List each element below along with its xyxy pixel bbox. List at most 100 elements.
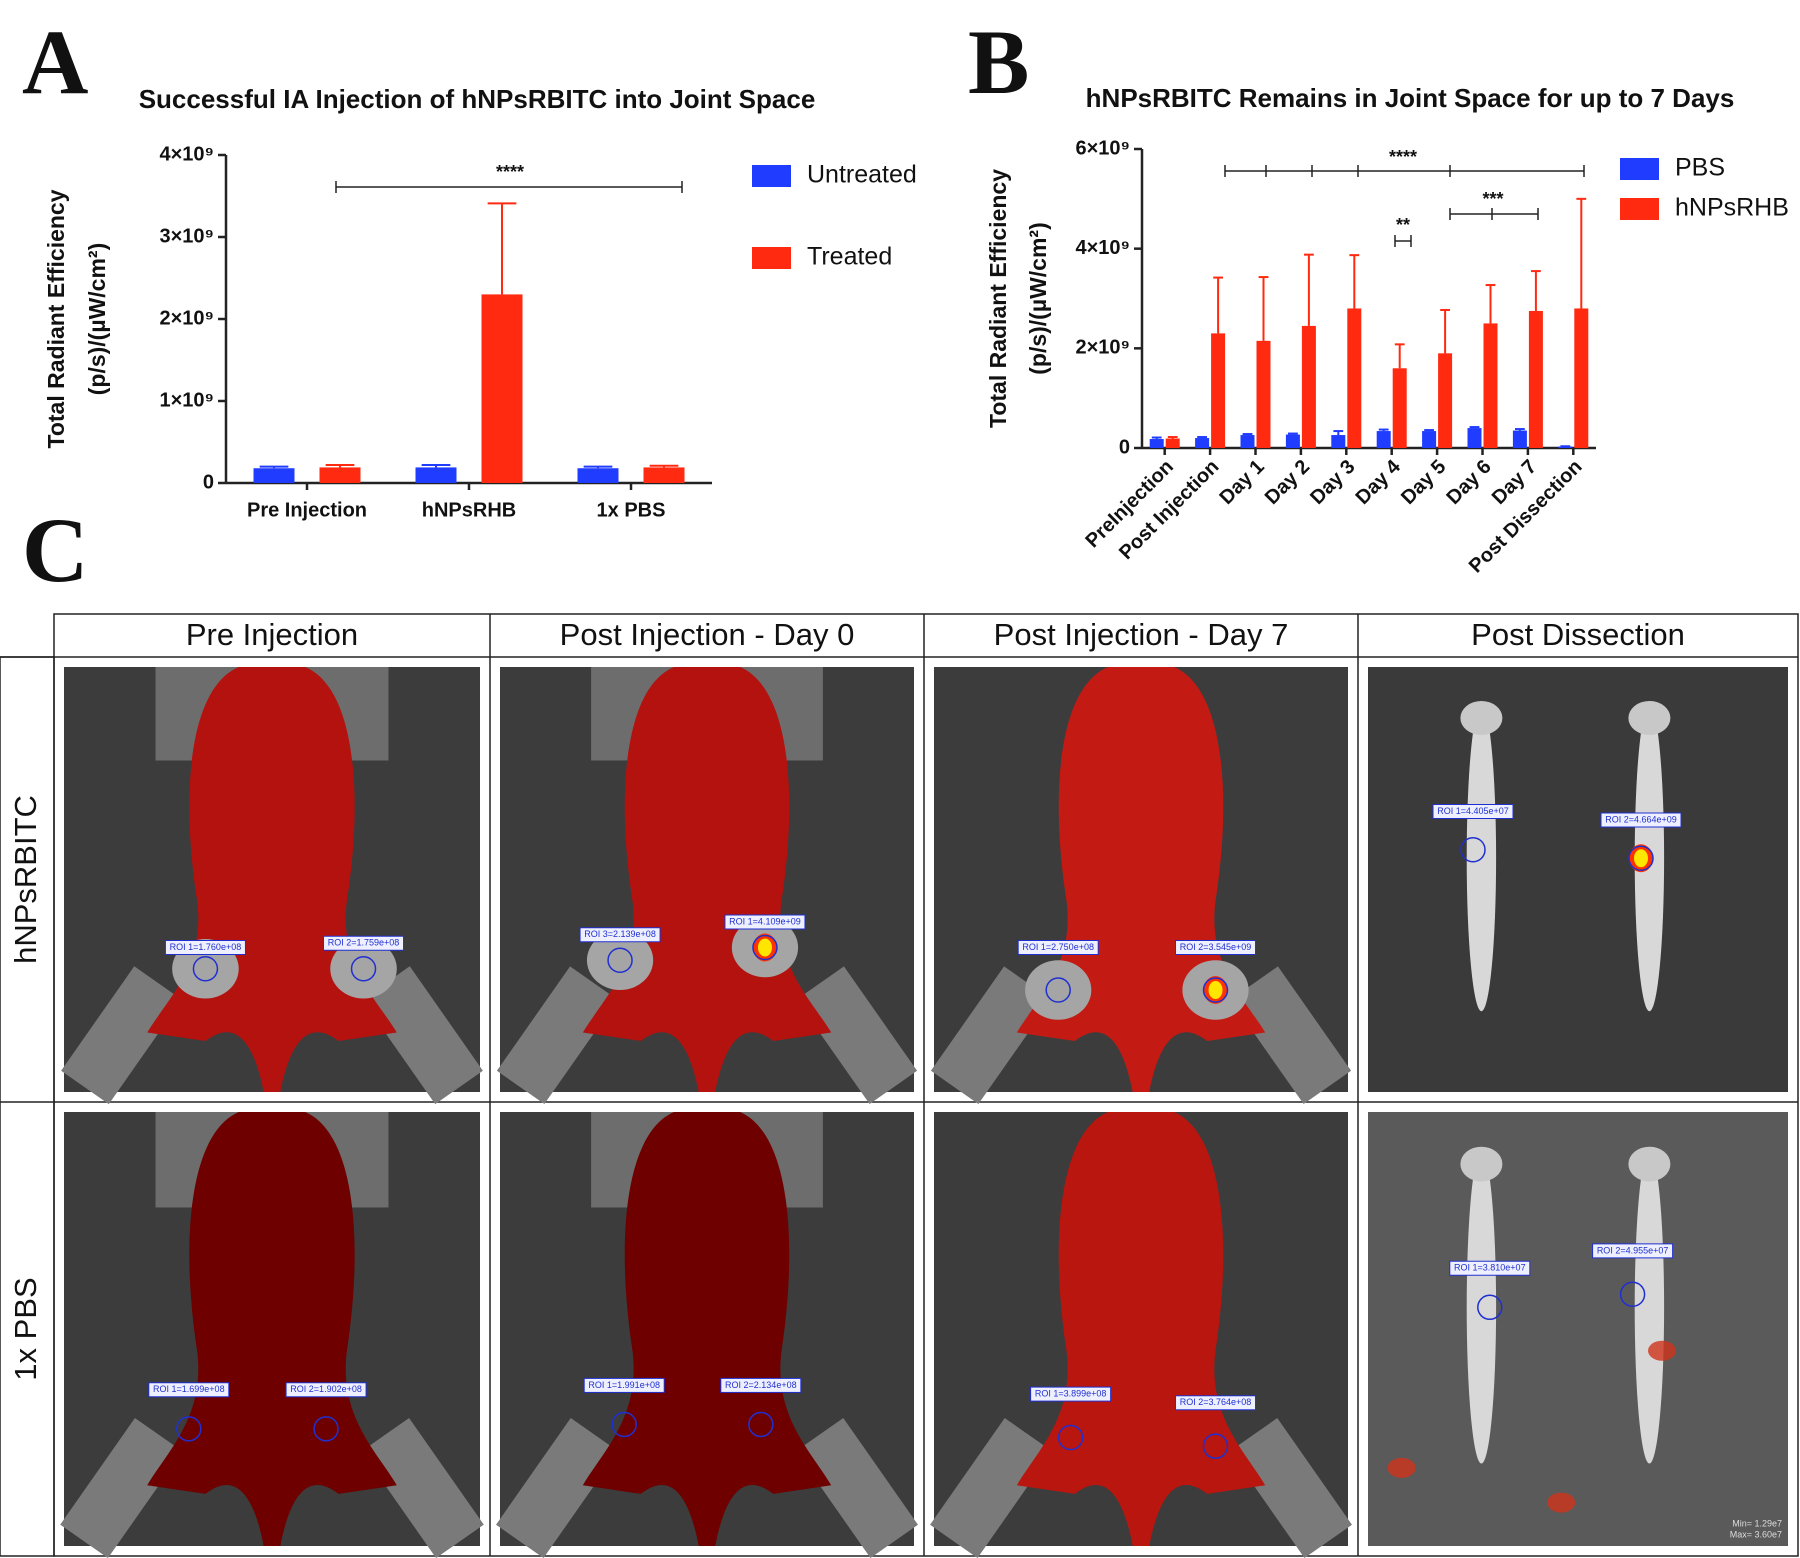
tape	[362, 966, 483, 1105]
bar	[1240, 435, 1255, 448]
tape	[1229, 1418, 1352, 1558]
roi-label: ROI 2=1.759e+08	[328, 938, 400, 948]
legend-label: Treated	[807, 243, 892, 271]
roi-circle	[176, 1416, 202, 1442]
roi-label: ROI 2=1.902e+08	[290, 1384, 362, 1394]
bar	[1331, 435, 1346, 448]
roi-label-box	[148, 1382, 230, 1398]
y-axis-label: Total Radiant Efficiency	[43, 189, 69, 448]
row-label-frame	[0, 656, 55, 1557]
mouse-body	[1016, 1112, 1266, 1546]
roi-label: ROI 2=4.955e+07	[1597, 1245, 1669, 1255]
y-tick-label: 0	[1119, 436, 1130, 458]
row-header: 1x PBS	[8, 1277, 43, 1380]
hotspot-core	[1634, 849, 1648, 868]
column-header: Pre Injection	[186, 617, 358, 652]
hotspot-core	[1208, 981, 1223, 999]
roi-label: ROI 1=1.760e+08	[170, 942, 242, 952]
roi-circle	[1477, 1294, 1503, 1321]
ivis-image: ROI 1=3.899e+08 ROI 2=3.764e+08	[930, 1112, 1352, 1558]
roi-label: ROI 1=2.750e+08	[1022, 942, 1094, 952]
chart-title: Successful IA Injection of hNPsRBITC int…	[139, 84, 816, 114]
significance-label: **	[1396, 215, 1410, 235]
bone-joint	[1628, 701, 1671, 735]
roi-label: ROI 1=4.405e+07	[1437, 806, 1509, 816]
roi-label-box	[1592, 1243, 1674, 1259]
roi-label-box	[1449, 1260, 1531, 1276]
bar	[1528, 310, 1543, 448]
bar	[1301, 325, 1316, 448]
roi-label-box	[1175, 1395, 1257, 1411]
x-tick-label: Day 3	[1306, 456, 1359, 509]
x-tick-label: Day 5	[1397, 456, 1450, 509]
y-axis-label: (p/s)/(µW/cm²)	[84, 243, 110, 396]
bone-joint	[1460, 1146, 1503, 1182]
legend-swatch	[752, 165, 791, 187]
x-tick-label: Day 2	[1261, 456, 1314, 509]
roi-circle	[350, 956, 377, 982]
roi-circle	[611, 1411, 637, 1438]
image-background	[1368, 1112, 1788, 1546]
signal	[1547, 1492, 1576, 1513]
bone	[1466, 1151, 1497, 1464]
tape	[61, 966, 182, 1105]
scale-label: Min= 1.29e7	[1732, 1518, 1782, 1528]
row-header: hNPsRBITC	[8, 795, 43, 964]
roi-label-box	[323, 935, 405, 951]
bar	[1376, 431, 1391, 448]
bar	[415, 467, 457, 483]
tape	[361, 1417, 484, 1558]
y-tick-label: 1×10⁹	[159, 389, 214, 411]
y-tick-label: 2×10⁹	[159, 307, 214, 329]
bar	[577, 468, 619, 483]
roi-label-box	[164, 940, 246, 955]
legend-label: PBS	[1675, 154, 1725, 182]
roi-circle	[607, 947, 633, 973]
legend-swatch	[1620, 198, 1659, 220]
bar	[1574, 308, 1589, 448]
tape	[930, 966, 1052, 1105]
roi-circle	[748, 1411, 774, 1438]
roi-circle	[1202, 977, 1229, 1003]
tape	[1230, 966, 1352, 1105]
column-header: Post Injection - Day 0	[560, 617, 855, 652]
roi-circle	[192, 956, 219, 982]
panel-letter: A	[22, 11, 88, 113]
bar	[481, 294, 523, 483]
mouse-body	[582, 667, 832, 1092]
x-tick-label: Day 6	[1442, 456, 1495, 509]
y-tick-label: 6×10⁹	[1075, 137, 1130, 159]
bar	[1438, 353, 1453, 448]
chart-title: hNPsRBITC Remains in Joint Space for up …	[1086, 83, 1735, 113]
roi-label: ROI 3=2.139e+08	[584, 929, 656, 939]
legend-swatch	[1620, 158, 1659, 180]
roi-label: ROI 2=3.545e+09	[1180, 942, 1252, 952]
bone-joint	[1628, 1146, 1671, 1182]
roi-circle	[1202, 1433, 1229, 1459]
legend-label: Untreated	[807, 161, 917, 189]
roi-label: ROI 1=4.109e+09	[729, 916, 801, 926]
roi-label-box	[1432, 804, 1514, 819]
skin-patch	[330, 939, 397, 999]
tape	[796, 966, 918, 1105]
tape	[795, 1418, 918, 1558]
roi-label: ROI 2=2.134e+08	[725, 1380, 797, 1390]
roi-circle	[1045, 977, 1071, 1003]
roi-label-box	[285, 1382, 367, 1398]
roi-circle	[1628, 845, 1654, 871]
roi-label: ROI 1=1.699e+08	[153, 1384, 225, 1394]
ivis-image: ROI 3=2.139e+08 ROI 1=4.109e+09	[496, 667, 918, 1105]
y-axis-label: Total Radiant Efficiency	[985, 169, 1011, 428]
image-background	[1368, 667, 1788, 1092]
y-axis-label: (p/s)/(µW/cm²)	[1025, 222, 1051, 375]
roi-label-box	[1017, 940, 1099, 955]
bar	[1483, 323, 1498, 448]
roi-label-box	[720, 1377, 802, 1393]
tape	[930, 1418, 1053, 1558]
significance-label: ****	[1389, 147, 1417, 167]
bar	[1211, 333, 1226, 448]
legend-swatch	[752, 247, 791, 269]
bar	[1149, 439, 1164, 448]
signal	[1648, 1340, 1676, 1361]
roi-circle	[313, 1416, 339, 1442]
